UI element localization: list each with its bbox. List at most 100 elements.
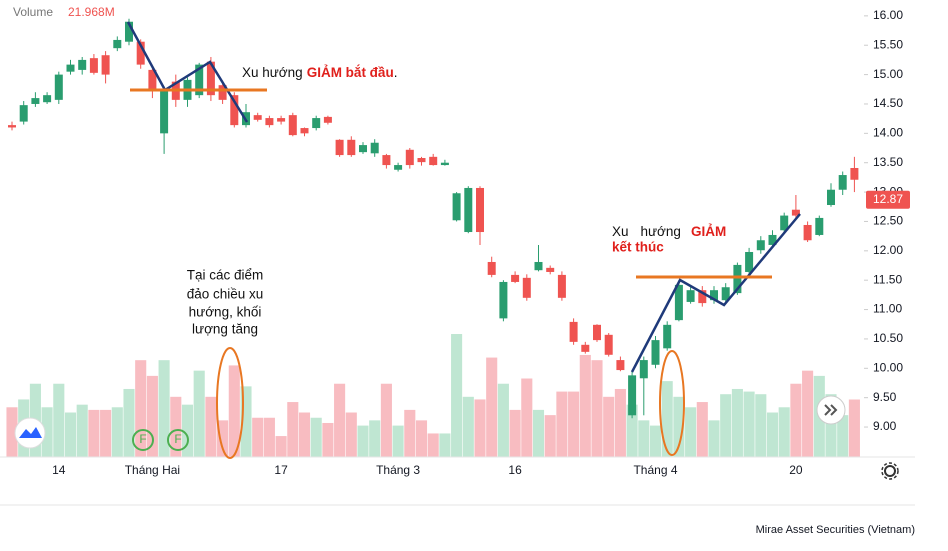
volume-bar bbox=[462, 396, 474, 457]
candle-body bbox=[686, 290, 695, 302]
candle-body bbox=[148, 69, 157, 90]
candle-body bbox=[639, 360, 648, 379]
annotation-line: lượng tăng bbox=[192, 322, 258, 337]
candle-body bbox=[323, 116, 332, 123]
volume-bar bbox=[263, 417, 275, 457]
candle-body bbox=[19, 105, 28, 122]
candle-body bbox=[569, 321, 578, 342]
x-tick-label: 14 bbox=[52, 463, 66, 477]
candle-body bbox=[476, 187, 484, 233]
volume-bar bbox=[415, 420, 428, 457]
annotation: Tại các điểm đảo chiều xu hướng, khối lư… bbox=[187, 268, 264, 337]
volume-bar bbox=[193, 370, 205, 457]
volume-bar bbox=[790, 383, 802, 457]
volume-bar bbox=[88, 409, 100, 457]
volume-bar bbox=[497, 383, 509, 457]
candle-body bbox=[417, 158, 426, 163]
event-marker[interactable] bbox=[167, 429, 189, 451]
y-tick-label: 9.50 bbox=[873, 390, 897, 404]
candle-body bbox=[791, 209, 800, 216]
volume-bar bbox=[240, 386, 252, 457]
candle-body bbox=[663, 324, 672, 349]
candle-body bbox=[394, 165, 403, 170]
event-marker[interactable] bbox=[132, 429, 154, 451]
volume-bar bbox=[696, 402, 708, 457]
y-tick-label: 13.50 bbox=[873, 155, 903, 169]
candle-body bbox=[288, 115, 297, 136]
volume-bar bbox=[825, 394, 837, 457]
event-marker-label: F bbox=[174, 432, 181, 446]
candle-body bbox=[89, 58, 98, 73]
volume-bar bbox=[146, 375, 158, 457]
y-tick-label: 16.00 bbox=[873, 8, 903, 22]
plot-area bbox=[6, 18, 860, 457]
annotation-line: Tại các điểm bbox=[187, 268, 264, 283]
candle-body bbox=[452, 193, 461, 221]
candle-body bbox=[382, 155, 391, 166]
candle-body bbox=[827, 189, 835, 206]
candle-body bbox=[803, 224, 812, 241]
y-tick-label: 12.00 bbox=[873, 243, 903, 257]
x-tick-label: Tháng Hai bbox=[125, 463, 180, 477]
volume-bar bbox=[451, 334, 463, 457]
annotation-line: hướng, khối bbox=[189, 305, 262, 320]
volume-bar bbox=[568, 391, 580, 457]
candle-body bbox=[300, 128, 309, 134]
y-tick-label: 10.50 bbox=[873, 331, 903, 345]
candle-body bbox=[674, 284, 683, 321]
trend-line bbox=[126, 21, 249, 123]
annotation: Xu hướng GIẢM bbox=[612, 224, 726, 239]
candle-body bbox=[195, 64, 204, 96]
settings-button[interactable] bbox=[881, 462, 899, 480]
source: Mirae Asset Securities (Vietnam) bbox=[756, 524, 915, 536]
candle-body bbox=[546, 267, 555, 272]
volume-bar bbox=[357, 425, 369, 457]
y-tick-label: 15.50 bbox=[873, 37, 903, 51]
candle-body bbox=[838, 175, 847, 190]
candle-body bbox=[359, 145, 367, 153]
event-marker-label: F bbox=[139, 432, 146, 446]
candle-body bbox=[616, 360, 625, 371]
volume-bar bbox=[123, 388, 135, 457]
candle-body bbox=[464, 187, 473, 233]
candle-body bbox=[651, 340, 660, 365]
y-tick-label: 11.50 bbox=[873, 272, 902, 286]
volume-bar bbox=[556, 391, 568, 457]
volume-bar bbox=[755, 394, 767, 457]
candle-body bbox=[113, 39, 122, 49]
candle-body bbox=[206, 61, 215, 96]
candle-body bbox=[429, 156, 438, 166]
volume-bar bbox=[439, 433, 451, 457]
highlight-ellipse bbox=[659, 350, 685, 456]
volume-bar bbox=[111, 407, 123, 457]
candle-body bbox=[66, 64, 75, 72]
volume-bar bbox=[170, 396, 182, 457]
volume-bar bbox=[626, 404, 638, 457]
candle-body bbox=[43, 95, 52, 103]
candle-body bbox=[54, 74, 63, 100]
candle-body bbox=[230, 95, 239, 126]
candle-body bbox=[815, 217, 824, 235]
candle-body bbox=[593, 324, 601, 341]
volume-bar bbox=[544, 415, 556, 457]
candle-body bbox=[265, 118, 274, 126]
logo-button[interactable] bbox=[14, 417, 46, 449]
volume-bar bbox=[591, 360, 603, 457]
scroll-button[interactable] bbox=[816, 395, 846, 425]
candle-body bbox=[850, 167, 859, 180]
y-tick-label: 10.00 bbox=[873, 360, 903, 374]
volume-value: 21.968M bbox=[68, 5, 115, 19]
candle-body bbox=[487, 261, 496, 275]
volume-bar bbox=[661, 381, 673, 457]
volume-bar bbox=[521, 378, 533, 457]
volume-bar bbox=[427, 433, 439, 457]
volume-bar bbox=[802, 370, 814, 457]
candle-body bbox=[604, 334, 613, 355]
candle-body bbox=[405, 149, 414, 166]
candle-body bbox=[78, 59, 87, 70]
volume-bar bbox=[64, 412, 77, 457]
volume-bar bbox=[41, 407, 53, 457]
candle-body bbox=[335, 139, 344, 156]
volume-bar bbox=[287, 402, 299, 457]
